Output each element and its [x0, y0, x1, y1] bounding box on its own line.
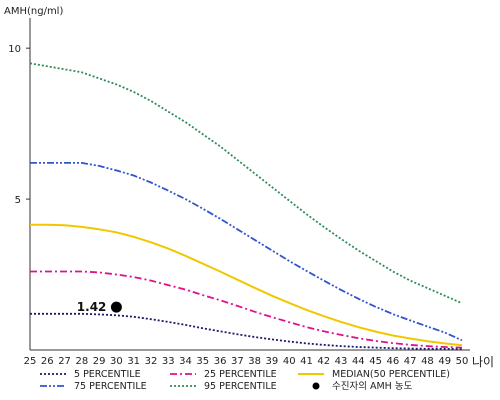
x-tick-label: 50: [456, 356, 469, 367]
series-line: [30, 270, 463, 349]
x-tick-label: 41: [300, 356, 313, 367]
series-lines: [29, 62, 463, 350]
x-tick-label: 46: [387, 356, 400, 367]
series-line: [29, 62, 463, 305]
x-tick-label: 28: [75, 356, 88, 367]
x-tick-label: 35: [196, 356, 209, 367]
patient-amh-label: 1.42: [77, 300, 107, 314]
x-tick-label: 43: [335, 356, 348, 367]
x-tick-label: 47: [404, 356, 417, 367]
x-tick-label: 29: [93, 356, 106, 367]
x-tick-label: 39: [266, 356, 279, 367]
legend-label: MEDIAN(50 PERCENTILE): [332, 369, 450, 380]
legend-point-swatch: [312, 382, 320, 390]
patient-amh-point: [110, 301, 122, 313]
x-tick-label: 33: [162, 356, 175, 367]
x-tick-label: 30: [110, 356, 123, 367]
x-tick-label: 38: [248, 356, 261, 367]
x-tick-label: 40: [283, 356, 296, 367]
x-tick-label: 32: [145, 356, 158, 367]
legend-point-label: 수진자의 AMH 농도: [332, 381, 413, 392]
axes: AMH(ng/ml) 나이: [4, 6, 494, 369]
x-tick-label: 42: [317, 356, 330, 367]
x-tick-label: 48: [421, 356, 434, 367]
legend-label: 25 PERCENTILE: [204, 369, 277, 380]
series-line: [30, 223, 463, 347]
y-axis-label: AMH(ng/ml): [4, 6, 63, 17]
x-tick-label: 45: [369, 356, 382, 367]
x-tick-label: 37: [231, 356, 244, 367]
x-tick-label: 36: [214, 356, 227, 367]
x-axis-label: 나이: [472, 355, 494, 369]
x-tick-label: 31: [127, 356, 140, 367]
y-ticks: 5 10: [8, 44, 30, 206]
series-line: [30, 162, 463, 342]
legend-label: 5 PERCENTILE: [74, 369, 141, 380]
x-ticks: 25 26 27 28 29 30 31 32 33 34 35 36 37 38 39 40 41 42 43 44…: [24, 356, 469, 367]
x-tick-label: 49: [438, 356, 451, 367]
y-tick-label: 10: [8, 44, 21, 55]
x-tick-label: 26: [41, 356, 54, 367]
y-tick-label: 5: [15, 195, 21, 206]
x-tick-label: 34: [179, 356, 192, 367]
x-tick-label: 27: [58, 356, 71, 367]
legend-label: 75 PERCENTILE: [74, 381, 147, 392]
legend-label: 95 PERCENTILE: [204, 381, 277, 392]
x-tick-label: 44: [352, 356, 365, 367]
series-line: [30, 312, 463, 350]
patient-point-group: 1.42: [77, 300, 122, 314]
x-tick-label: 25: [24, 356, 37, 367]
